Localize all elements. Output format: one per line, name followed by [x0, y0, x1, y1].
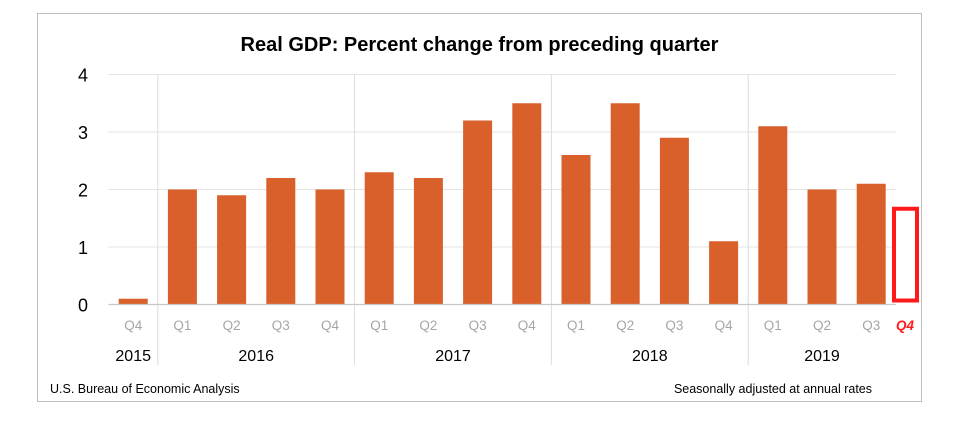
- year-label: 2018: [632, 348, 668, 365]
- bar: [315, 189, 345, 305]
- year-label: 2016: [238, 348, 274, 365]
- bar: [118, 298, 148, 305]
- x-tick-label: Q2: [419, 318, 437, 333]
- year-label: 2015: [115, 348, 151, 365]
- x-tick-label: Q3: [469, 318, 487, 333]
- x-tick-label: Q4: [518, 318, 537, 333]
- bar: [266, 178, 296, 305]
- y-tick-label: 0: [78, 296, 88, 316]
- x-tick-label: Q2: [616, 318, 634, 333]
- bar: [413, 178, 443, 305]
- year-label: 2019: [804, 348, 840, 365]
- x-tick-label: Q1: [173, 318, 191, 333]
- x-tick-label: Q1: [567, 318, 585, 333]
- x-tick-label: Q4: [715, 318, 734, 333]
- y-tick-label: 3: [78, 123, 88, 143]
- chart-title: Real GDP: Percent change from preceding …: [240, 34, 719, 56]
- bar: [758, 126, 788, 305]
- y-tick-label: 4: [78, 66, 88, 86]
- bar: [659, 137, 689, 305]
- bar: [610, 103, 640, 305]
- bar: [463, 120, 493, 305]
- y-tick-label: 2: [78, 181, 88, 201]
- bar: [561, 155, 591, 305]
- x-tick-label: Q1: [370, 318, 388, 333]
- forecast-outline-bar: [892, 206, 919, 303]
- bar: [807, 189, 837, 305]
- bar: [856, 183, 886, 305]
- x-tick-label: Q2: [813, 318, 831, 333]
- x-tick-label: Q1: [764, 318, 782, 333]
- year-label: 2017: [435, 348, 471, 365]
- y-tick-label: 1: [78, 238, 88, 258]
- bar: [167, 189, 197, 305]
- source-note: U.S. Bureau of Economic Analysis: [50, 382, 240, 396]
- seasonal-note: Seasonally adjusted at annual rates: [673, 382, 872, 396]
- bar: [512, 103, 542, 305]
- bar: [217, 195, 247, 305]
- x-tick-label: Q3: [272, 318, 290, 333]
- x-tick-label: Q3: [665, 318, 683, 333]
- bar: [364, 172, 394, 305]
- x-tick-label: Q2: [223, 318, 241, 333]
- x-tick-label: Q3: [862, 318, 880, 333]
- bar: [709, 241, 739, 305]
- chart-frame: [37, 13, 922, 402]
- x-tick-label: Q4: [124, 318, 143, 333]
- x-tick-label: Q4: [321, 318, 340, 333]
- highlight-quarter-label: Q4: [896, 318, 915, 333]
